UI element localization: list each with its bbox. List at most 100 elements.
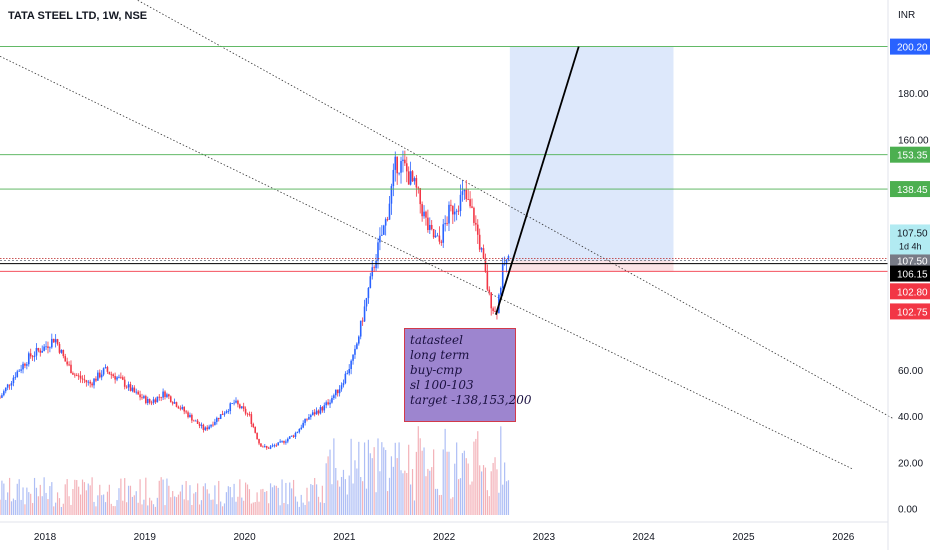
candle-body [6,384,9,388]
candle-body [164,391,166,397]
volume-bar [202,486,204,515]
candle-body [160,396,162,398]
candle-body [407,171,410,185]
trend-layer [495,46,580,315]
volume-bar [314,477,316,515]
candle-body [242,406,245,409]
volume-bar [369,453,371,515]
volume-bar [321,485,323,515]
candle-body [384,219,387,226]
volume-bar [24,504,26,515]
volume-bar [210,499,212,515]
volume-bar [410,484,412,515]
price-tag-bg [890,283,930,300]
volume-bar [306,487,308,515]
volume-bar [22,487,24,515]
volume-bar [502,484,504,515]
volume-bar [400,470,402,515]
volume-bar [348,475,350,515]
candle-body [127,384,130,388]
price-tag-bg [890,38,930,55]
candle-body [279,441,281,443]
candle-body [187,412,189,418]
candle-body [68,364,70,366]
candle-body [269,446,272,449]
volume-bar [373,447,375,515]
volume-bar [74,479,76,515]
volume-bar [296,501,299,515]
candle-body [8,384,11,386]
volume-bar [245,482,247,515]
volume-bar [413,500,416,515]
candle-body [450,204,452,206]
volume-bar [394,442,396,515]
volume-bar [162,479,164,515]
candle-body [444,223,446,225]
candle-body [206,427,209,430]
candle-body [173,402,176,404]
candle-body [488,289,491,293]
candle-body [381,234,383,236]
candle-body [494,311,496,312]
volume-bar [93,501,95,515]
note-box[interactable]: tatasteel long term buy-cmp sl 100-103 t… [404,328,532,422]
candle-body [419,188,422,205]
volume-bar [273,485,275,515]
volume-bar [402,473,404,515]
candle-body [114,376,116,380]
volume-bar [206,489,208,515]
volume-bar [112,506,114,515]
candle-body [319,407,322,414]
candle-body [404,159,406,164]
y-tick-label: 0.00 [898,504,918,515]
volume-bar [218,480,220,515]
candle-body [358,336,360,344]
candle-body [313,412,316,415]
candle-body [375,260,377,269]
volume-bar [133,495,135,515]
volume-bar [452,497,454,515]
candle-body [16,371,19,377]
volume-bar [473,441,475,515]
volume-bar [365,488,368,515]
volume-bar [216,504,218,515]
candle-body [135,391,138,393]
y-tick-label: 160.00 [898,135,929,146]
candle-body [45,346,47,348]
zones-layer [509,46,674,272]
candle-body [262,446,264,448]
volume-bar [47,499,49,515]
volume-bar [294,496,297,515]
price-tag: 102.75 [897,307,928,318]
candle-body [285,441,287,443]
candle-body [283,441,285,443]
candle-body [308,417,310,420]
volume-bar [388,477,391,515]
volume-bar [233,483,235,515]
volume-bar [177,494,180,515]
candle-body [26,364,28,366]
volume-bar [227,486,229,515]
candle-body [415,178,418,188]
volume-bar [166,478,168,515]
volume-bar [279,505,281,515]
candle-body [501,263,504,289]
candle-body [476,224,479,235]
volume-bar [363,442,366,515]
candle-body [97,372,99,381]
candle-body [79,375,82,379]
volume-bar [271,487,274,515]
volume-bar [55,502,57,515]
volume-bar [269,483,272,515]
volume-bar [505,481,508,515]
candle-body [239,404,241,409]
volume-bar [350,438,352,515]
volume-bar [281,479,283,515]
volume-bar [183,499,185,515]
volume-bar [289,482,291,515]
candle-body [430,224,433,230]
note-line: long term [410,348,470,362]
